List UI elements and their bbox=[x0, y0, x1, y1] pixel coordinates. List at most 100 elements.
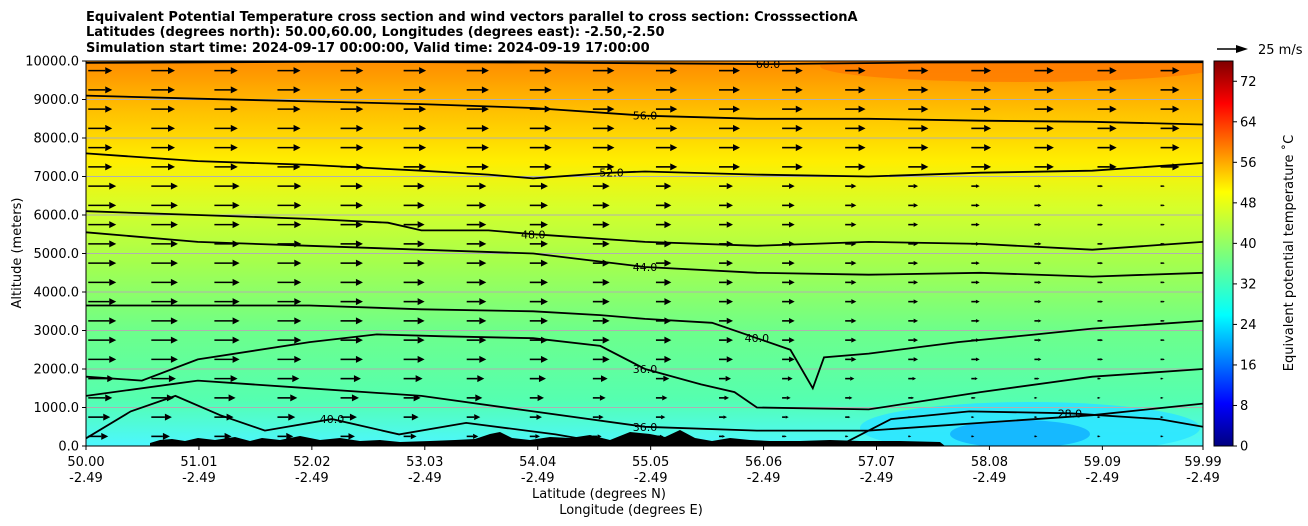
wind-arrowhead bbox=[170, 336, 178, 344]
contour-label: 60.0 bbox=[756, 58, 781, 71]
wind-arrowhead bbox=[356, 124, 364, 132]
wind-arrowhead bbox=[288, 413, 296, 421]
wind-arrowhead bbox=[913, 337, 919, 343]
wind-arrowhead bbox=[479, 221, 487, 229]
wind-arrowhead bbox=[1100, 242, 1104, 246]
wind-arrowhead bbox=[109, 317, 117, 325]
wind-arrowhead bbox=[1100, 204, 1104, 207]
contour-lines: 60.0 56.0 52.0 48.0 44.0 40.0 36.0 36.0 40.0 28.0 bbox=[86, 58, 1203, 443]
wind-arrowhead bbox=[858, 67, 866, 75]
y-tick-label: 9000.0 bbox=[34, 93, 80, 108]
cold-core-center bbox=[950, 420, 1090, 446]
wind-arrowhead bbox=[670, 163, 678, 171]
wind-arrowhead bbox=[170, 278, 178, 286]
wind-arrowhead bbox=[355, 201, 363, 209]
wind-arrowhead bbox=[1036, 416, 1038, 418]
wind-arrowhead bbox=[103, 413, 111, 421]
wind-arrowhead bbox=[975, 241, 980, 246]
wind-arrowhead bbox=[984, 67, 992, 75]
wind-arrowhead bbox=[1162, 339, 1165, 342]
wind-arrowhead bbox=[293, 163, 301, 171]
wind-arrowhead bbox=[230, 67, 238, 75]
wind-arrowhead bbox=[105, 67, 113, 75]
wind-arrowhead bbox=[293, 144, 301, 152]
wind-arrowhead bbox=[481, 144, 489, 152]
wind-arrowhead bbox=[356, 144, 364, 152]
wind-arrowhead bbox=[913, 318, 919, 324]
wind-arrowhead bbox=[602, 278, 610, 286]
wind-arrowhead bbox=[1100, 338, 1104, 342]
wind-arrowhead bbox=[479, 278, 487, 286]
wind-arrowhead bbox=[1099, 416, 1101, 418]
wind-arrowhead bbox=[293, 124, 301, 132]
wind-arrowhead bbox=[921, 163, 929, 171]
wind-arrowhead bbox=[1038, 261, 1042, 265]
wind-arrowhead bbox=[789, 202, 795, 209]
wind-arrowhead bbox=[975, 338, 980, 343]
wind-arrowhead bbox=[851, 260, 857, 266]
wind-arrowhead bbox=[602, 240, 610, 248]
wind-arrowhead bbox=[540, 298, 548, 306]
wind-arrowhead bbox=[602, 201, 610, 209]
wind-arrowhead bbox=[1109, 67, 1117, 75]
wind-arrowhead bbox=[540, 201, 548, 209]
wind-arrowhead bbox=[733, 124, 741, 132]
wind-arrowhead bbox=[232, 298, 240, 306]
colorbar-tick-label: 24 bbox=[1240, 318, 1257, 333]
y-axis-label: Altitude (meters) bbox=[10, 198, 25, 309]
x-tick-label-longitude: -2.49 bbox=[295, 471, 329, 486]
wind-arrowhead bbox=[726, 336, 734, 344]
wind-arrowhead bbox=[1100, 261, 1104, 265]
wind-arrowhead bbox=[913, 357, 919, 362]
wind-arrowhead bbox=[664, 336, 672, 344]
wind-arrowhead bbox=[232, 317, 240, 325]
wind-arrowhead bbox=[168, 105, 176, 113]
wind-arrowhead bbox=[664, 355, 672, 363]
wind-arrowhead bbox=[355, 336, 363, 344]
wind-arrowhead bbox=[789, 260, 795, 266]
wind-arrowhead bbox=[1162, 397, 1164, 399]
wind-arrowhead bbox=[168, 163, 176, 171]
wind-arrowhead bbox=[1109, 86, 1117, 94]
wind-arrowhead bbox=[733, 67, 741, 75]
x-tick-label-latitude: 55.05 bbox=[632, 455, 669, 470]
wind-arrowhead bbox=[294, 240, 302, 248]
wind-arrowhead bbox=[536, 414, 542, 420]
wind-arrowhead bbox=[544, 105, 552, 113]
wind-arrowhead bbox=[598, 414, 604, 420]
x-tick-label-latitude: 59.99 bbox=[1184, 455, 1221, 470]
wind-arrowhead bbox=[481, 124, 489, 132]
contour-label: 36.0 bbox=[633, 421, 658, 434]
wind-arrowhead bbox=[795, 105, 803, 113]
wind-arrowhead bbox=[228, 394, 236, 402]
wind-arrowhead bbox=[479, 317, 487, 325]
wind-arrowhead bbox=[1038, 280, 1042, 284]
wind-key-arrowhead bbox=[1236, 45, 1248, 53]
contour-line bbox=[86, 61, 1203, 66]
colorbar bbox=[1213, 60, 1234, 447]
wind-arrowhead bbox=[356, 86, 364, 94]
wind-arrowhead bbox=[417, 201, 425, 209]
wind-arrowhead bbox=[913, 241, 919, 247]
wind-arrowhead bbox=[1038, 184, 1042, 188]
wind-arrowhead bbox=[1109, 163, 1117, 171]
wind-arrowhead bbox=[1036, 397, 1038, 399]
y-tick-label: 0.0 bbox=[58, 440, 79, 455]
x-axis-label-longitude: Longitude (degrees E) bbox=[559, 503, 703, 518]
wind-arrowhead bbox=[481, 163, 489, 171]
x-tick-label-longitude: -2.49 bbox=[634, 471, 668, 486]
wind-arrowhead bbox=[972, 435, 975, 438]
wind-arrowhead bbox=[795, 67, 803, 75]
wind-arrowhead bbox=[1046, 163, 1054, 171]
wind-arrowhead bbox=[786, 395, 791, 400]
wind-arrowhead bbox=[975, 280, 980, 285]
wind-arrowhead bbox=[417, 240, 425, 248]
wind-arrowhead bbox=[858, 124, 866, 132]
y-tick-label: 5000.0 bbox=[34, 247, 80, 262]
wind-arrowhead bbox=[481, 105, 489, 113]
wind-arrowhead bbox=[417, 259, 425, 267]
wind-arrowhead bbox=[417, 182, 425, 190]
wind-arrowhead bbox=[232, 221, 240, 229]
wind-arrowhead bbox=[415, 375, 423, 383]
